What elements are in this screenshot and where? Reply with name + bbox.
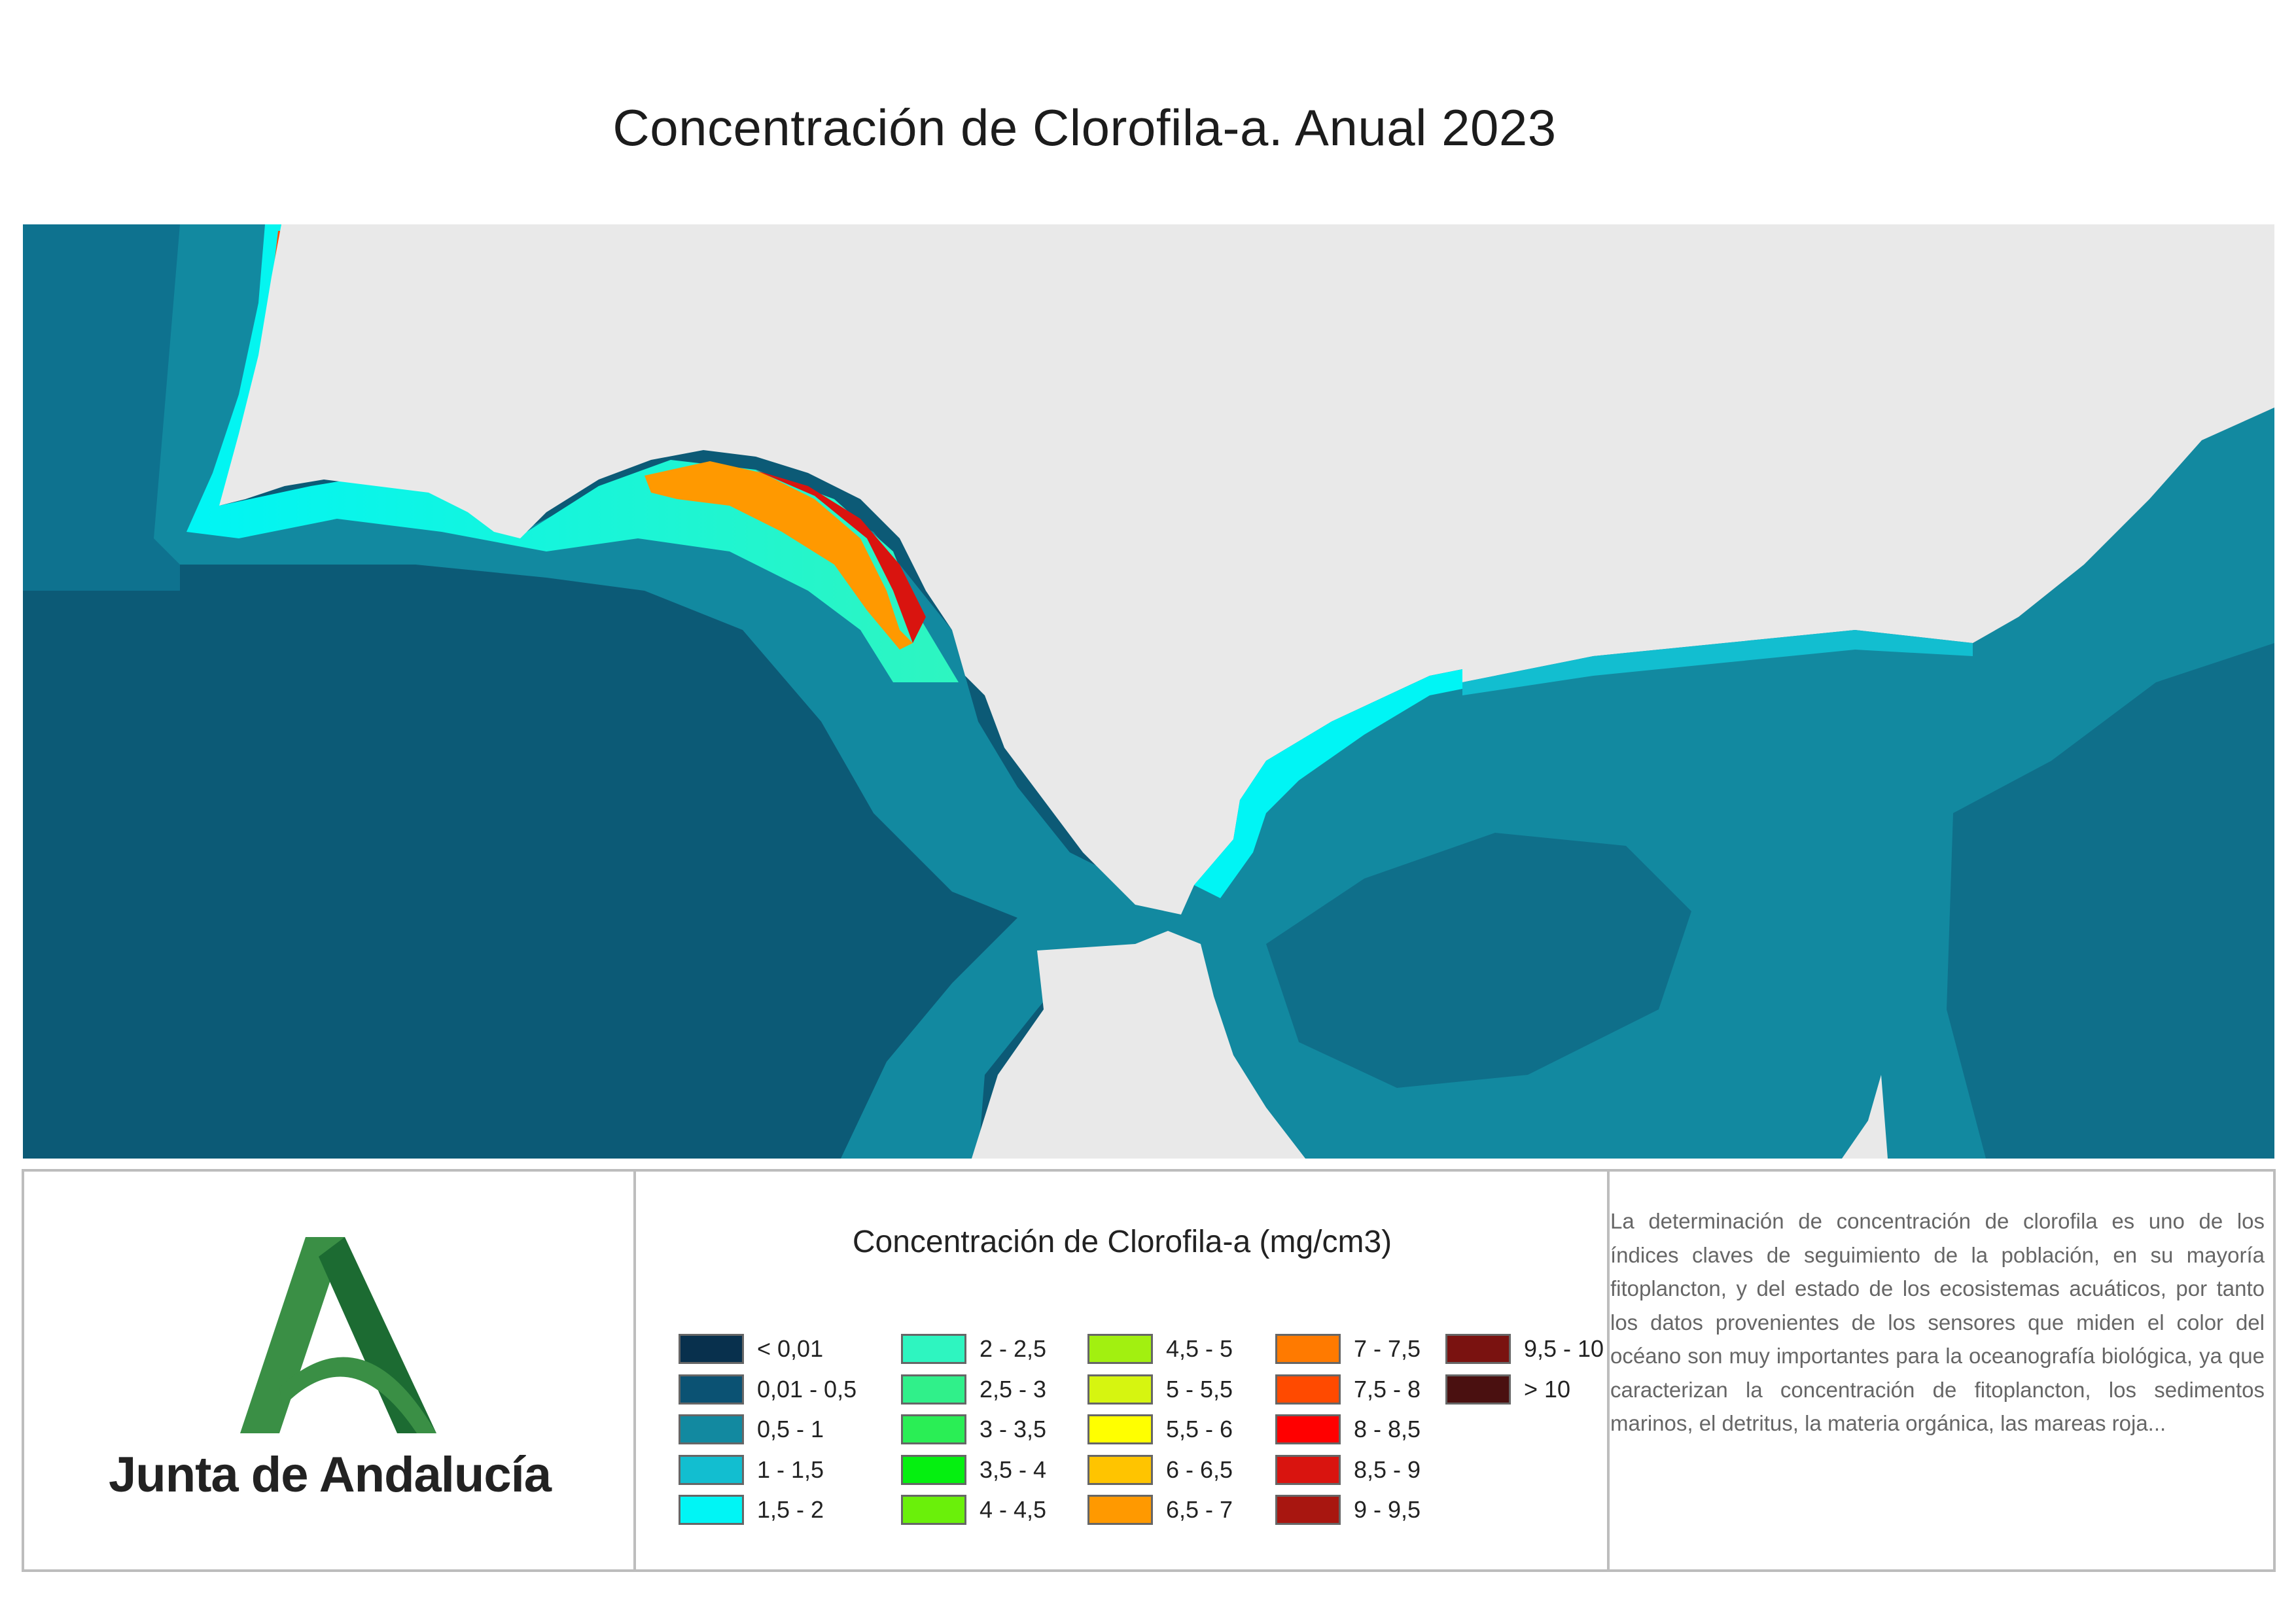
legend-label: 5 - 5,5 bbox=[1166, 1375, 1233, 1403]
legend-swatch bbox=[679, 1414, 744, 1444]
divider bbox=[1607, 1172, 1610, 1569]
legend-item: 9 - 9,5 bbox=[1275, 1495, 1472, 1527]
legend-label: 1,5 - 2 bbox=[757, 1496, 824, 1523]
legend-label: 2,5 - 3 bbox=[980, 1375, 1047, 1403]
coastal-band-med-east bbox=[1462, 630, 1973, 695]
legend-item: 6 - 6,5 bbox=[1087, 1454, 1284, 1488]
legend-item: 1 - 1,5 bbox=[679, 1454, 875, 1488]
divider bbox=[633, 1172, 636, 1569]
legend-item: 0,5 - 1 bbox=[679, 1414, 875, 1447]
map-title: Concentración de Clorofila-a. Anual 2023 bbox=[612, 99, 1557, 156]
legend-swatch bbox=[1445, 1334, 1511, 1364]
chlorophyll-map[interactable] bbox=[23, 224, 2274, 1159]
legend-item: 3,5 - 4 bbox=[901, 1454, 1097, 1488]
legend-item: 4,5 - 5 bbox=[1087, 1334, 1284, 1367]
legend-label: 0,01 - 0,5 bbox=[757, 1375, 857, 1403]
legend-swatch bbox=[1275, 1334, 1341, 1364]
alboran-deep bbox=[1266, 833, 1691, 1088]
legend-swatch bbox=[1275, 1414, 1341, 1444]
legend-swatch bbox=[901, 1454, 966, 1485]
legend-item: 7 - 7,5 bbox=[1275, 1334, 1472, 1367]
legend-label: 3 - 3,5 bbox=[980, 1416, 1047, 1442]
logo-text: Junta de Andalucía bbox=[109, 1447, 552, 1503]
legend-item: 2,5 - 3 bbox=[901, 1374, 1097, 1407]
legend-swatch bbox=[1087, 1414, 1153, 1444]
legend-swatch bbox=[1275, 1454, 1341, 1485]
legend-label: 3,5 - 4 bbox=[980, 1456, 1047, 1483]
legend-label: 7 - 7,5 bbox=[1354, 1335, 1421, 1362]
legend-label: > 10 bbox=[1524, 1375, 1571, 1403]
map-canvas bbox=[23, 224, 2274, 1159]
legend-swatch bbox=[679, 1334, 744, 1364]
legend-swatch bbox=[1275, 1374, 1341, 1405]
legend-swatch bbox=[1087, 1454, 1153, 1485]
legend-swatch bbox=[1445, 1374, 1511, 1405]
very-high-chl-coast bbox=[756, 470, 926, 643]
legend-label: 2 - 2,5 bbox=[980, 1335, 1047, 1362]
junta-logo-icon bbox=[240, 1237, 436, 1433]
legend-swatch bbox=[1275, 1495, 1341, 1525]
balearic-deep bbox=[1947, 643, 2274, 1159]
legend-label: 4 - 4,5 bbox=[980, 1496, 1047, 1523]
legend-item: 0,01 - 0,5 bbox=[679, 1374, 875, 1407]
legend-item: 3 - 3,5 bbox=[901, 1414, 1097, 1447]
legend-item: 8 - 8,5 bbox=[1275, 1414, 1472, 1447]
legend-swatch bbox=[679, 1454, 744, 1485]
legend-label: 7,5 - 8 bbox=[1354, 1375, 1421, 1403]
coastal-band-atlantic bbox=[186, 224, 959, 682]
legend-label: 0,5 - 1 bbox=[757, 1416, 824, 1442]
legend-swatch bbox=[901, 1495, 966, 1525]
legend-title: Concentración de Clorofila-a (mg/cm3) bbox=[852, 1225, 1392, 1259]
legend-swatch bbox=[1087, 1334, 1153, 1364]
legend-swatch bbox=[679, 1495, 744, 1525]
legend-swatch bbox=[901, 1334, 966, 1364]
legend-item: > 10 bbox=[1445, 1374, 1642, 1407]
north-africa bbox=[972, 931, 2274, 1159]
coastal-band-med bbox=[1194, 669, 1462, 898]
legend-item: 8,5 - 9 bbox=[1275, 1454, 1472, 1488]
legend-label: 4,5 - 5 bbox=[1166, 1335, 1233, 1362]
legend-swatch bbox=[901, 1374, 966, 1405]
legend-label: 8,5 - 9 bbox=[1354, 1456, 1421, 1483]
legend-item: 9,5 - 10 bbox=[1445, 1334, 1642, 1367]
legend-item: 5,5 - 6 bbox=[1087, 1414, 1284, 1447]
legend-swatch bbox=[1087, 1495, 1153, 1525]
legend: Concentración de Clorofila-a (mg/cm3) < … bbox=[638, 1172, 1606, 1569]
legend-item: < 0,01 bbox=[679, 1334, 875, 1367]
iberian-peninsula bbox=[219, 224, 2274, 915]
legend-label: 9 - 9,5 bbox=[1354, 1496, 1421, 1523]
legend-item: 4 - 4,5 bbox=[901, 1495, 1097, 1527]
legend-label: 6,5 - 7 bbox=[1166, 1496, 1233, 1523]
legend-item: 1,5 - 2 bbox=[679, 1495, 875, 1527]
legend-swatch bbox=[1087, 1374, 1153, 1405]
info-panel: Junta de Andalucía Concentración de Clor… bbox=[22, 1169, 2276, 1572]
legend-label: 6 - 6,5 bbox=[1166, 1456, 1233, 1483]
legend-label: < 0,01 bbox=[757, 1335, 824, 1362]
legend-label: 9,5 - 10 bbox=[1524, 1335, 1604, 1362]
legend-item: 7,5 - 8 bbox=[1275, 1374, 1472, 1407]
high-chl-coast bbox=[645, 461, 913, 650]
logo-area: Junta de Andalucía bbox=[24, 1172, 635, 1569]
legend-item: 6,5 - 7 bbox=[1087, 1495, 1284, 1527]
legend-item: 5 - 5,5 bbox=[1087, 1374, 1284, 1407]
legend-label: 5,5 - 6 bbox=[1166, 1416, 1233, 1442]
legend-swatch bbox=[679, 1374, 744, 1405]
legend-label: 8 - 8,5 bbox=[1354, 1416, 1421, 1442]
shelf-west bbox=[23, 224, 180, 591]
legend-label: 1 - 1,5 bbox=[757, 1456, 824, 1483]
description-text: La determinación de concentración de clo… bbox=[1610, 1209, 2265, 1435]
legend-item: 2 - 2,5 bbox=[901, 1334, 1097, 1367]
legend-swatch bbox=[901, 1414, 966, 1444]
